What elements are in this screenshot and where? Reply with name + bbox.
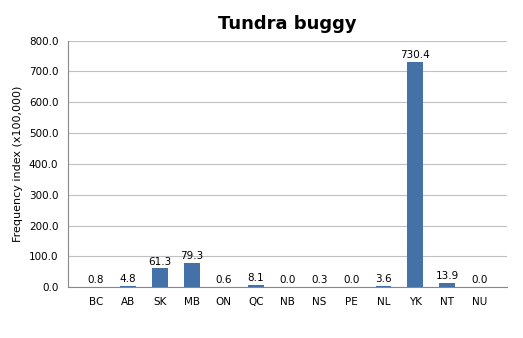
Text: 79.3: 79.3 xyxy=(180,251,203,261)
Text: 61.3: 61.3 xyxy=(148,257,172,267)
Y-axis label: Frequency index (x100,000): Frequency index (x100,000) xyxy=(13,86,23,242)
Text: 0.0: 0.0 xyxy=(279,275,296,286)
Text: 0.8: 0.8 xyxy=(88,275,104,285)
Text: 13.9: 13.9 xyxy=(436,271,459,281)
Bar xyxy=(439,283,456,287)
Text: 0.0: 0.0 xyxy=(344,275,360,286)
Text: 8.1: 8.1 xyxy=(247,273,264,283)
Bar xyxy=(152,268,168,287)
Bar xyxy=(376,286,392,287)
Text: 0.0: 0.0 xyxy=(471,275,487,286)
Bar xyxy=(248,285,264,287)
Text: 4.8: 4.8 xyxy=(120,274,136,284)
Text: 730.4: 730.4 xyxy=(401,50,430,60)
Text: 0.3: 0.3 xyxy=(311,275,328,285)
Text: 0.6: 0.6 xyxy=(215,275,232,285)
Bar xyxy=(184,263,200,287)
Bar xyxy=(120,286,136,287)
Bar xyxy=(407,62,424,287)
Text: 3.6: 3.6 xyxy=(375,274,392,284)
Title: Tundra buggy: Tundra buggy xyxy=(218,16,357,33)
